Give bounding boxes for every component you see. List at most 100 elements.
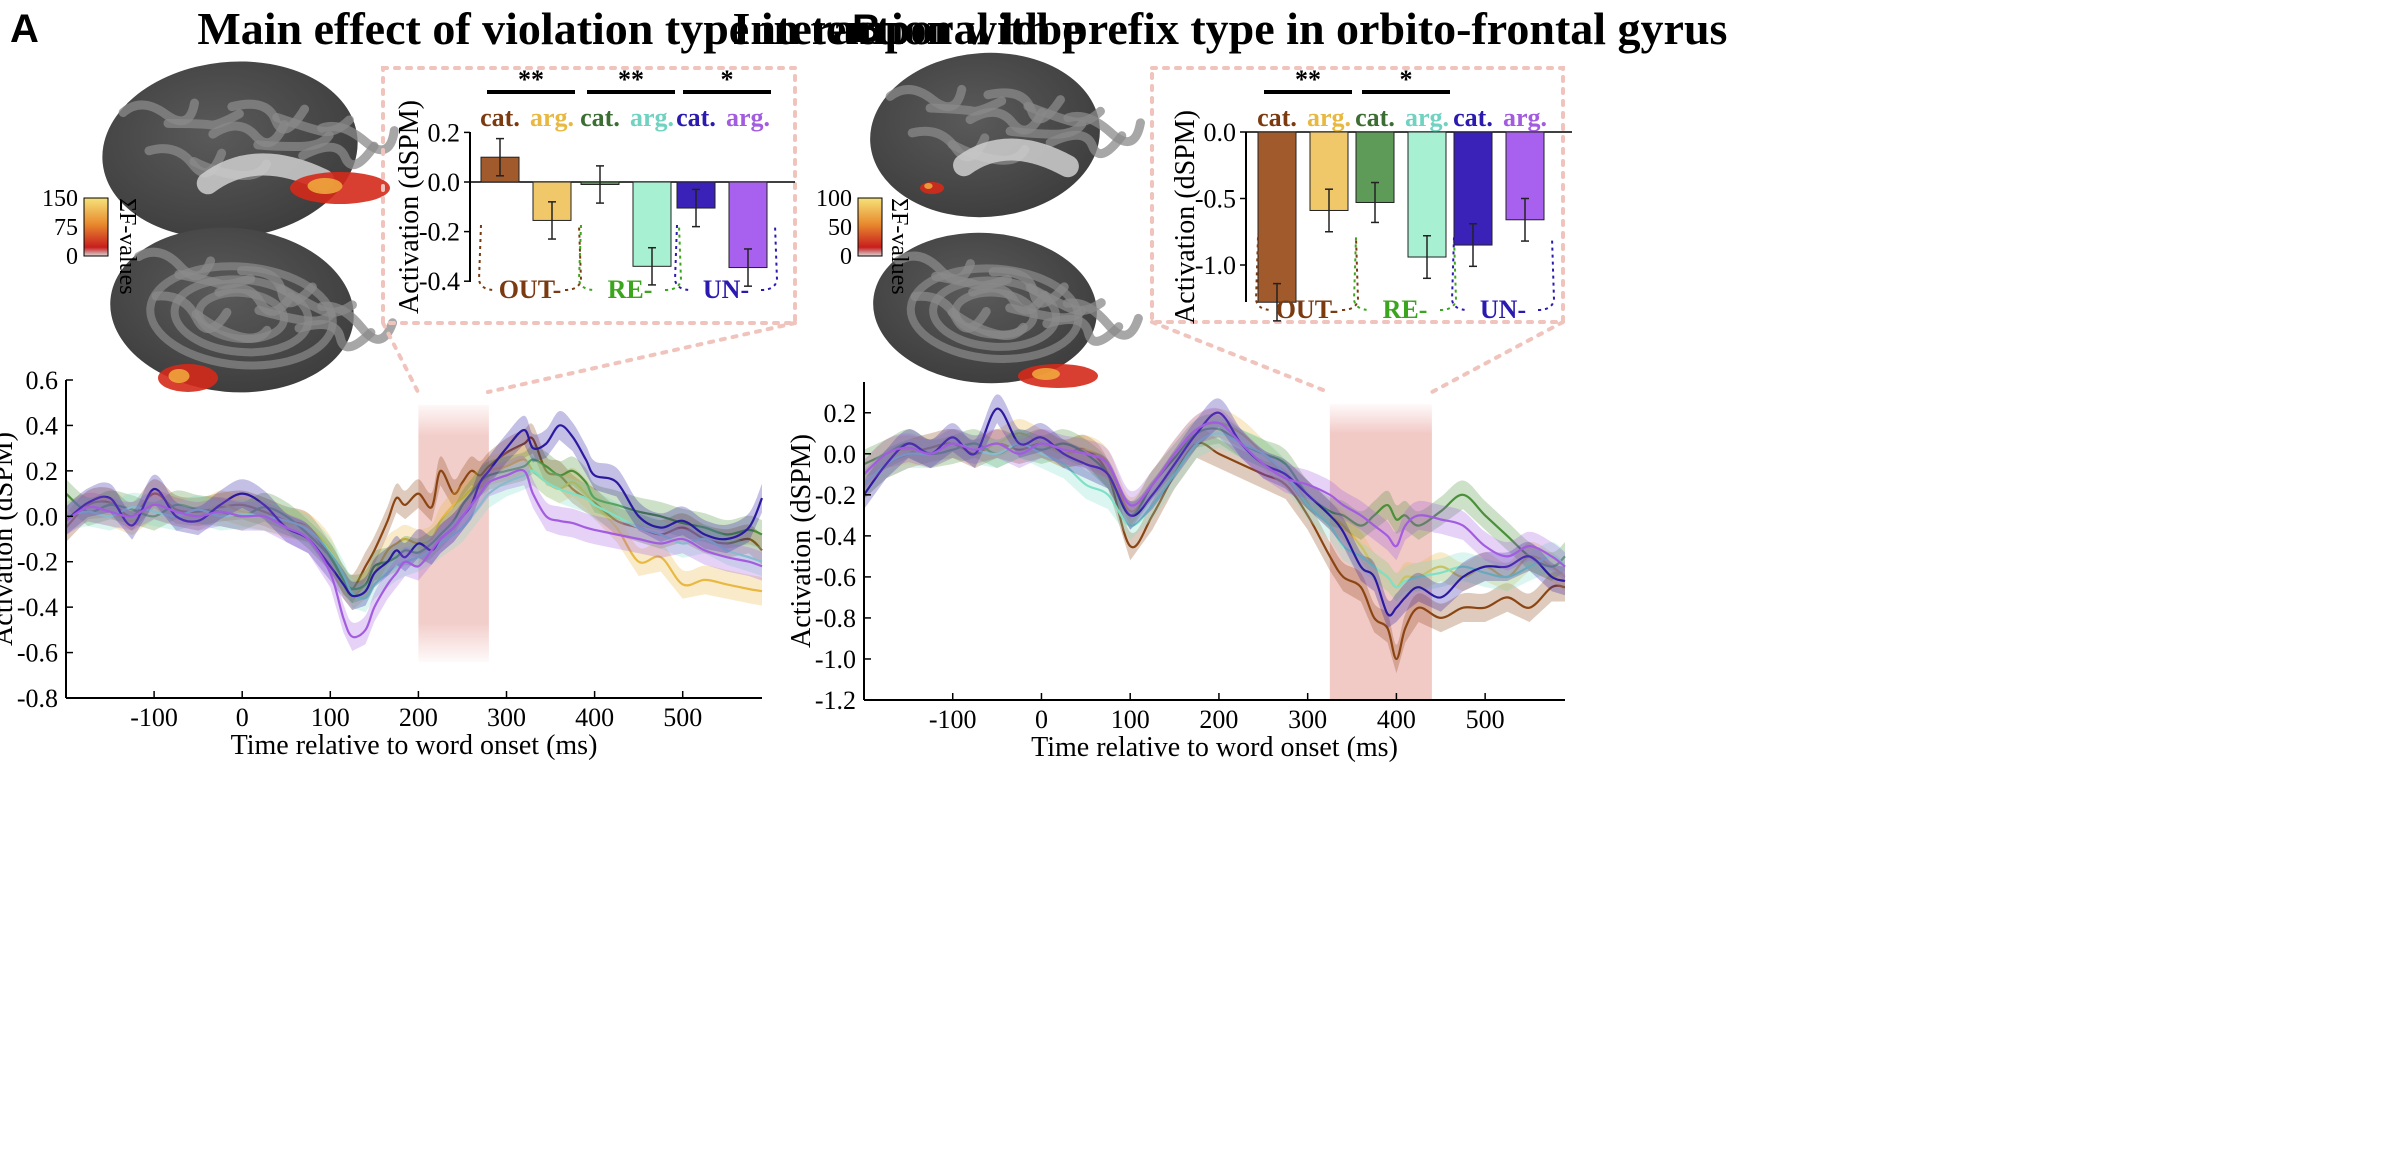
series-line: [863, 432, 1566, 589]
brain-gyrus: [253, 130, 334, 151]
bar-y-tick-label: 0.0: [1204, 118, 1237, 147]
brain-gyrus: [885, 84, 967, 112]
brain-gyrus: [317, 121, 399, 155]
group-bracket: [1254, 237, 1360, 311]
series-line: [863, 441, 1566, 661]
x-tick-label: 0: [1035, 705, 1048, 734]
brain-activation-peak: [924, 183, 933, 189]
bar-category-label: cat.: [480, 103, 520, 132]
y-tick-label: -0.6: [815, 563, 856, 592]
colorbar: [857, 197, 883, 257]
x-tick-label: 400: [1377, 705, 1416, 734]
significance-stars: **: [518, 65, 544, 94]
series-line: [863, 421, 1566, 568]
zoom-callout-box: [381, 66, 797, 325]
x-axis-label: Time relative to word onset (ms): [231, 730, 598, 761]
colorbar-tick-label: 150: [42, 186, 78, 212]
x-tick-label: 200: [1199, 705, 1238, 734]
colorbar-tick-label: 50: [828, 215, 852, 241]
brain-gyrus: [893, 251, 975, 284]
group-label: OUT-: [499, 275, 562, 304]
y-tick-label: -0.2: [815, 481, 856, 510]
colorbar-tick-label: 0: [840, 244, 852, 270]
x-tick-label: 0: [236, 703, 249, 732]
significance-stars: **: [1295, 65, 1321, 94]
x-tick-label: 400: [575, 703, 614, 732]
bar-category-label: cat.: [1257, 103, 1297, 132]
y-tick-label: 0.0: [26, 502, 59, 531]
colorbar-label: ΣF-values: [114, 198, 140, 295]
brain-gyrus: [1063, 111, 1145, 147]
y-tick-label: -0.8: [17, 684, 58, 713]
panel-title: Main effect of violation type in tempora…: [197, 3, 1082, 54]
bar: [1257, 131, 1297, 303]
bar-y-tick-label: -0.5: [1195, 185, 1236, 214]
brain-gyrus: [254, 305, 336, 326]
zoom-callout-connector: [1150, 320, 1330, 394]
group-bracket: [1450, 237, 1556, 311]
significance-stars: **: [618, 65, 644, 94]
y-tick-label: 0.2: [824, 399, 857, 428]
brain-medial-gyrus: [929, 276, 1061, 351]
brain-temporal-region: [953, 138, 1079, 178]
brain-temporal-region: [196, 153, 335, 195]
y-axis-label: Activation (dSPM): [786, 434, 817, 648]
series-line: [65, 468, 763, 639]
significance-stars: *: [1400, 65, 1413, 94]
panel-title: Interaction with prefix type in orbito-f…: [733, 3, 1728, 54]
series-line: [65, 436, 763, 591]
bar-category-label: cat.: [1355, 103, 1395, 132]
brain-medial-gyrus: [170, 275, 313, 357]
group-bracket: [477, 224, 583, 291]
zoom-callout-connector: [1430, 320, 1565, 394]
bar-category-label: cat.: [676, 103, 716, 132]
bar-y-tick-label: -0.4: [419, 267, 460, 296]
bar-y-tick-label: 0.0: [428, 168, 461, 197]
brain-gyrus: [163, 109, 244, 130]
y-tick-label: -0.4: [17, 593, 58, 622]
brain-surface: [102, 61, 399, 239]
y-tick-label: -0.4: [815, 522, 856, 551]
zoom-callout-connector: [486, 321, 797, 394]
brain-medial-gyrus: [194, 288, 289, 344]
bar-category-label: arg.: [1307, 103, 1351, 132]
bar-y-axis-label: Activation (dSPM): [1170, 110, 1201, 324]
x-tick-label: 100: [1111, 705, 1150, 734]
y-tick-label: 0.2: [26, 457, 59, 486]
brain-activation-peak: [1032, 368, 1060, 380]
brain-gyrus: [298, 141, 379, 170]
colorbar-tick-label: 100: [816, 186, 852, 212]
brain-activation-peak: [307, 178, 343, 194]
group-bracket: [577, 224, 683, 291]
bar-y-tick-label: -1.0: [1195, 251, 1236, 280]
significance-stars: *: [721, 65, 734, 94]
series-error-band: [66, 456, 762, 613]
brain-gyrus: [294, 319, 376, 352]
bar-category-label: cat.: [580, 103, 620, 132]
zoom-callout-connector: [381, 321, 420, 394]
panel-letter: B: [852, 7, 881, 51]
y-axis-label: Activation (dSPM): [0, 432, 19, 646]
y-tick-label: 0.4: [26, 411, 59, 440]
series-error-band: [864, 419, 1565, 602]
colorbar-tick-label: 0: [66, 244, 78, 270]
brain-surface: [110, 227, 398, 393]
bar-category-label: cat.: [1453, 103, 1493, 132]
bar-y-axis-label: Activation (dSPM): [394, 100, 425, 314]
group-label: RE-: [608, 275, 653, 304]
brain-cortex: [110, 227, 354, 393]
brain-gyrus: [317, 301, 398, 344]
x-tick-label: -100: [130, 703, 178, 732]
bar-y-tick-label: -0.2: [419, 218, 460, 247]
group-bracket: [1352, 237, 1458, 311]
series-error-band: [864, 408, 1565, 602]
bar-category-label: arg.: [726, 103, 770, 132]
x-tick-label: 300: [1288, 705, 1327, 734]
brain-medial-gyrus: [951, 288, 1038, 339]
brain-surface: [870, 52, 1145, 218]
bar: [1407, 131, 1447, 258]
series-error-band: [864, 414, 1565, 581]
series-error-band: [864, 428, 1565, 674]
group-label: UN-: [703, 275, 749, 304]
